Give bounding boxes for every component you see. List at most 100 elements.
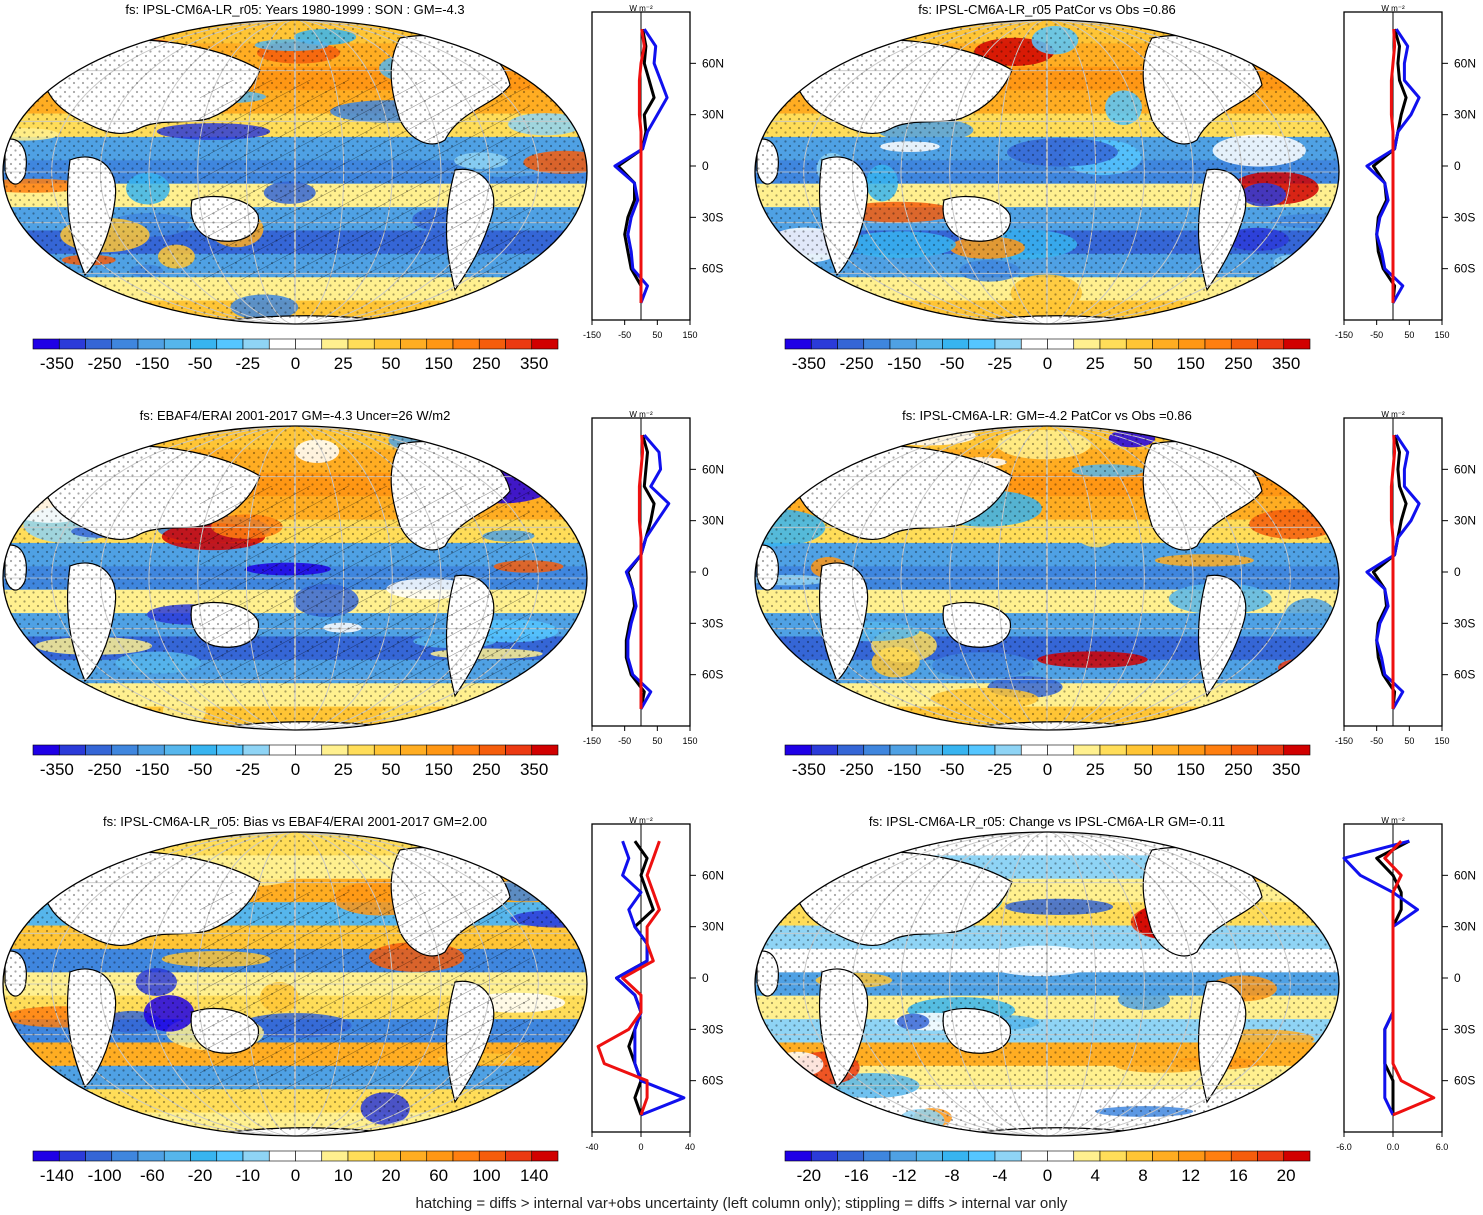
colorbar-swatch <box>216 338 244 350</box>
colorbar-tick-label: -150 <box>135 760 169 779</box>
colorbar-tick-label: 50 <box>381 354 400 373</box>
colorbar-tick-label: 16 <box>1229 1166 1248 1185</box>
colorbar-swatch <box>163 1150 191 1162</box>
colorbar-swatch <box>58 1150 86 1162</box>
profile-x-tick-label: 0.0 <box>1387 1142 1400 1152</box>
colorbar-tick-label: 100 <box>472 1166 500 1185</box>
colorbar-tick-label: 50 <box>381 760 400 779</box>
colorbar-swatch <box>784 338 812 350</box>
lat-label: 0 <box>702 565 709 579</box>
stippling-overlay <box>755 832 1339 1132</box>
zonal-mean-profile: W m⁻² 60N 30N 0 30S 60S -150 -50 50 150 <box>583 4 724 340</box>
colorbar-tick-label: 150 <box>1176 760 1204 779</box>
field-blob <box>520 454 558 469</box>
colorbar-tick-label: 20 <box>1277 1166 1296 1185</box>
panel-6: fs: IPSL-CM6A-LR_r05: Change vs IPSL-CM6… <box>754 814 1476 1185</box>
field-blob <box>23 29 116 58</box>
profile-series-2 <box>1389 435 1397 709</box>
profile-x-tick-label: -50 <box>618 330 631 340</box>
colorbar-swatch <box>1020 1150 1048 1162</box>
colorbar-swatch <box>863 744 891 756</box>
profile-series-2 <box>596 840 661 1116</box>
lat-label: 60N <box>1454 56 1476 70</box>
colorbar-swatch <box>1152 744 1180 756</box>
colorbar-tick-label: -350 <box>40 760 74 779</box>
colorbar-swatch <box>426 338 454 350</box>
colorbar-tick-label: -250 <box>840 354 874 373</box>
colorbar: -20 -16 -12 -8 -4 0 4 8 12 16 20 <box>784 1150 1311 1185</box>
panel-5: fs: IPSL-CM6A-LR_r05: Bias vs EBAF4/ERAI… <box>2 814 724 1185</box>
colorbar-swatch <box>163 744 191 756</box>
colorbar-swatch <box>505 338 533 350</box>
colorbar-tick-label: 250 <box>472 354 500 373</box>
map-border <box>754 19 1340 325</box>
figure-footer-note: hatching = diffs > internal var+obs unce… <box>415 1195 1068 1212</box>
lat-label: 0 <box>1454 565 1461 579</box>
colorbar-tick-label: 0 <box>1043 1166 1052 1185</box>
profile-series-2 <box>637 435 645 709</box>
profile-x-tick-label: 150 <box>682 736 697 746</box>
lat-label: 0 <box>1454 159 1461 173</box>
colorbar-swatch <box>531 338 559 350</box>
profile-x-tick-label: 0 <box>638 1142 643 1152</box>
lat-label: 30S <box>702 1022 723 1036</box>
colorbar-swatch <box>58 744 86 756</box>
profile-x-tick-label: -6.0 <box>1336 1142 1352 1152</box>
map-border <box>2 19 588 325</box>
profile-x-tick-label: 50 <box>1404 736 1414 746</box>
panel-title: fs: IPSL-CM6A-LR_r05: Bias vs EBAF4/ERAI… <box>103 814 487 829</box>
colorbar-swatch <box>1047 338 1075 350</box>
colorbar-tick-label: 0 <box>291 760 300 779</box>
profile-x-tick-label: -150 <box>1335 330 1353 340</box>
colorbar-swatch <box>1257 744 1285 756</box>
colorbar-tick-label: 0 <box>1043 354 1052 373</box>
colorbar-swatch <box>810 744 838 756</box>
colorbar-swatch <box>111 1150 139 1162</box>
colorbar-swatch <box>1230 1150 1258 1162</box>
lat-label: 60N <box>1454 868 1476 882</box>
lat-label: 0 <box>702 159 709 173</box>
world-map <box>3 20 587 324</box>
lat-label: 30N <box>1454 108 1476 122</box>
zonal-mean-profile: W m⁻² 60N 30N 0 30S 60S -150 -50 50 150 <box>583 410 724 746</box>
colorbar-tick-label: 150 <box>424 760 452 779</box>
colorbar-swatch <box>915 744 943 756</box>
lat-label: 60S <box>1454 668 1475 682</box>
colorbar-swatch <box>295 1150 323 1162</box>
colorbar-swatch <box>400 338 428 350</box>
profile-x-tick-label: 50 <box>1404 330 1414 340</box>
colorbar-swatch <box>889 744 917 756</box>
colorbar-swatch <box>994 1150 1022 1162</box>
colorbar-swatch <box>295 744 323 756</box>
colorbar-swatch <box>1283 338 1311 350</box>
colorbar-swatch <box>1204 338 1232 350</box>
hatching-overlay <box>200 892 530 1092</box>
colorbar-tick-label: -350 <box>792 760 826 779</box>
colorbar-swatch <box>452 338 480 350</box>
lat-label: 60S <box>1454 262 1475 276</box>
colorbar-tick-label: -20 <box>797 1166 822 1185</box>
lat-label: 60S <box>702 262 723 276</box>
lat-label: 30S <box>702 210 723 224</box>
profile-x-tick-label: -150 <box>583 330 601 340</box>
units-label: W m⁻² <box>629 816 653 825</box>
profile-x-tick-label: 6.0 <box>1436 1142 1449 1152</box>
colorbar-tick-label: -25 <box>235 760 260 779</box>
colorbar-tick-label: -25 <box>987 354 1012 373</box>
colorbar-tick-label: -50 <box>940 760 965 779</box>
zonal-mean-profile: W m⁻² 60N 30N 0 30S 60S -150 -50 50 150 <box>1335 4 1476 340</box>
colorbar-swatch <box>373 1150 401 1162</box>
colorbar-swatch <box>1204 744 1232 756</box>
panel-title: fs: IPSL-CM6A-LR_r05: Years 1980-1999 : … <box>125 2 464 17</box>
profile-x-tick-label: -150 <box>1335 736 1353 746</box>
units-label: W m⁻² <box>629 410 653 419</box>
colorbar-swatch <box>111 338 139 350</box>
colorbar-swatch <box>1125 338 1153 350</box>
zonal-mean-profile: W m⁻² 60N 30N 0 30S 60S -150 -50 50 150 <box>1335 410 1476 746</box>
lat-label: 30S <box>1454 616 1475 630</box>
colorbar-tick-label: -4 <box>992 1166 1007 1185</box>
hatching-overlay <box>200 486 530 686</box>
colorbar-swatch <box>810 1150 838 1162</box>
colorbar-swatch <box>347 338 375 350</box>
lat-label: 60S <box>1454 1074 1475 1088</box>
